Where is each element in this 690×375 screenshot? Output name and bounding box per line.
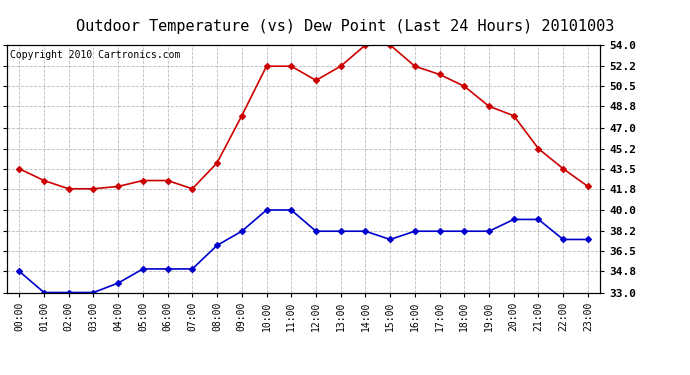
Text: Outdoor Temperature (vs) Dew Point (Last 24 Hours) 20101003: Outdoor Temperature (vs) Dew Point (Last… bbox=[76, 19, 614, 34]
Text: Copyright 2010 Cartronics.com: Copyright 2010 Cartronics.com bbox=[10, 50, 180, 60]
